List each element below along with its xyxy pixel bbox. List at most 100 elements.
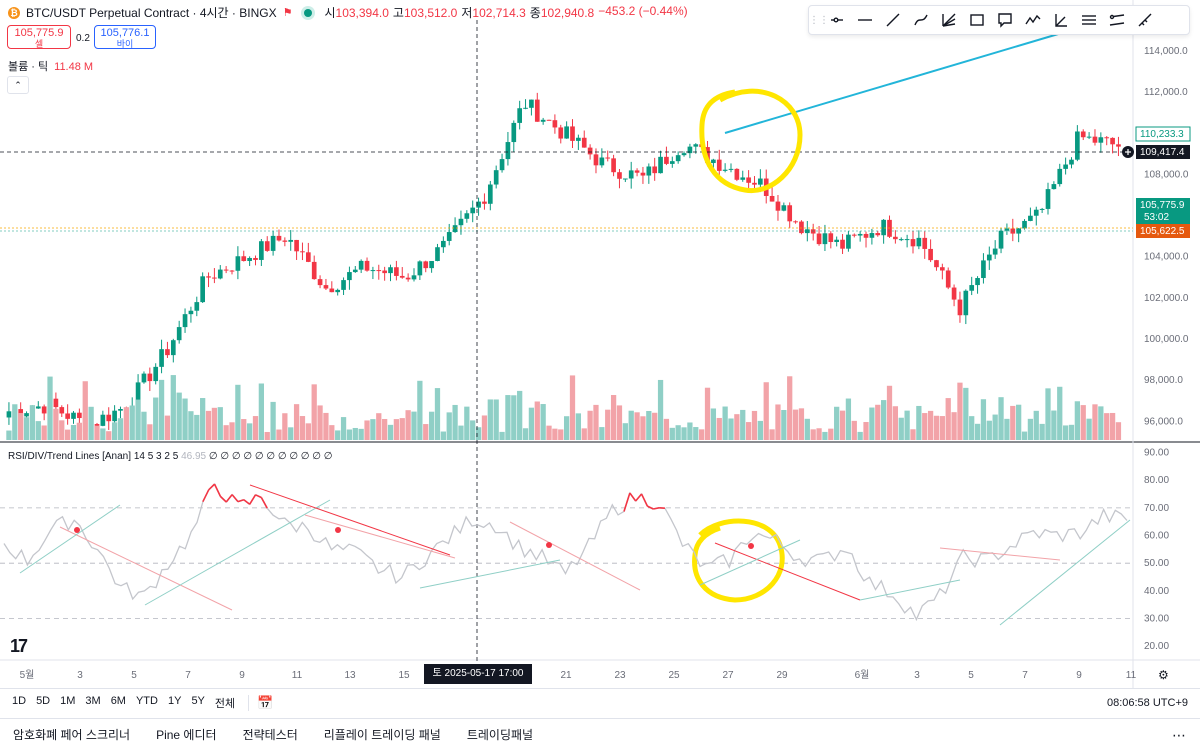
candle-body xyxy=(840,240,845,249)
time-tick: 25 xyxy=(668,670,680,681)
horizontal-line-icon[interactable] xyxy=(852,7,878,33)
ohlc-value: 103,394.0 xyxy=(336,6,389,20)
rsi-legend[interactable]: RSI/DIV/Trend Lines [Anan] 14 5 3 2 5 46… xyxy=(8,451,333,462)
candle-body xyxy=(482,202,487,204)
rsi-trend-line xyxy=(60,527,232,610)
parallel-channel-icon[interactable] xyxy=(1104,7,1130,33)
fib-fan-icon[interactable] xyxy=(936,7,962,33)
candle-body xyxy=(506,142,511,159)
range-5D[interactable]: 5D xyxy=(31,695,55,711)
candle-body xyxy=(893,237,898,239)
volume-bar xyxy=(47,377,52,440)
collapse-legend-button[interactable]: ⌃ xyxy=(7,76,29,94)
candle-body xyxy=(511,123,516,142)
volume-bar xyxy=(746,422,751,440)
volume-bar xyxy=(881,400,886,440)
volume-bar xyxy=(1063,425,1068,440)
candle-body xyxy=(253,258,258,260)
drag-handle-icon[interactable]: ⋮⋮ xyxy=(809,15,823,26)
candle-body xyxy=(335,290,340,292)
candle-body xyxy=(412,275,417,279)
bottom-tab[interactable]: 트레이딩패널 xyxy=(454,726,546,743)
highlight-circle-rsi xyxy=(695,521,783,600)
settings-gear-icon[interactable]: ⚙ xyxy=(1158,668,1169,682)
volume-bar xyxy=(499,432,504,440)
volume-bar xyxy=(629,411,634,440)
time-tick: 3 xyxy=(77,670,83,681)
callout-icon[interactable] xyxy=(992,7,1018,33)
volume-bar xyxy=(922,413,927,440)
horizontal-ray-icon[interactable] xyxy=(824,7,850,33)
volume-bar xyxy=(382,419,387,440)
date-range-icon[interactable]: 📅 xyxy=(248,695,273,711)
volume-bar xyxy=(529,408,534,440)
sell-button[interactable]: 105,775.9 셀 xyxy=(7,25,71,49)
candle-body xyxy=(623,179,628,180)
range-3M[interactable]: 3M xyxy=(80,695,105,711)
volume-bar xyxy=(887,386,892,440)
candle-body xyxy=(881,220,886,235)
candle-body xyxy=(605,158,610,159)
volume-bar xyxy=(1081,405,1086,440)
candle-body xyxy=(371,270,376,271)
volume-bar xyxy=(987,421,992,440)
flag-icon[interactable]: ⚑ xyxy=(283,6,293,19)
volume-bar xyxy=(582,428,587,440)
brush-icon[interactable] xyxy=(908,7,934,33)
volume-bar xyxy=(764,382,769,440)
range-YTD[interactable]: YTD xyxy=(131,695,163,711)
long-position-icon[interactable] xyxy=(1076,7,1102,33)
volume-bar xyxy=(200,398,205,440)
volume-bar xyxy=(934,416,939,440)
candle-body xyxy=(318,279,323,285)
ohlc-key: 고 xyxy=(393,6,404,20)
bottom-tab[interactable]: 암호화폐 페어 스크리너 xyxy=(0,726,143,743)
candle-body xyxy=(864,234,869,238)
candle-body xyxy=(247,258,252,261)
clock[interactable]: 08:06:58 UTC+9 xyxy=(1107,697,1188,709)
time-tick: 13 xyxy=(344,670,356,681)
candle-body xyxy=(1104,137,1109,138)
rsi-tick: 80.00 xyxy=(1144,475,1169,486)
rsi-overbought-segment xyxy=(261,497,267,508)
bottom-tab[interactable]: 전략테스터 xyxy=(230,726,311,743)
range-1M[interactable]: 1M xyxy=(55,695,80,711)
bottom-tab[interactable]: 리플레이 트레이딩 패널 xyxy=(311,726,454,743)
rectangle-icon[interactable] xyxy=(964,7,990,33)
volume-bar xyxy=(975,424,980,440)
range-6M[interactable]: 6M xyxy=(106,695,131,711)
angle-icon[interactable] xyxy=(1048,7,1074,33)
buy-button[interactable]: 105,776.1 바이 xyxy=(94,25,156,49)
path-icon[interactable] xyxy=(1020,7,1046,33)
symbol-title[interactable]: BTC/USDT Perpetual Contract · 4시간 · BING… xyxy=(26,4,277,21)
range-1Y[interactable]: 1Y xyxy=(163,695,186,711)
candle-body xyxy=(435,247,440,261)
volume-bar xyxy=(1098,406,1103,440)
tradingview-logo[interactable]: 17 xyxy=(10,636,26,657)
ohlc-key: 종 xyxy=(530,6,541,20)
time-tick: 9 xyxy=(1076,670,1082,681)
candle-body xyxy=(535,100,540,122)
ruler-icon[interactable] xyxy=(1132,7,1158,33)
time-tick: 11 xyxy=(1126,670,1137,681)
volume-bar xyxy=(112,422,117,440)
more-options-icon[interactable]: ⋯ xyxy=(1172,727,1186,744)
price-chart[interactable]: 114,000.0112,000.0108,000.0104,000.0102,… xyxy=(0,0,1200,688)
candle-body xyxy=(658,157,663,173)
volume-bar xyxy=(353,428,358,440)
volume-bar xyxy=(687,422,692,440)
range-전체[interactable]: 전체 xyxy=(210,695,240,711)
volume-bar xyxy=(676,425,681,440)
volume-bar xyxy=(1045,388,1050,440)
volume-bar xyxy=(928,411,933,440)
candle-body xyxy=(341,280,346,290)
candle-body xyxy=(77,413,82,418)
range-5Y[interactable]: 5Y xyxy=(186,695,209,711)
trend-line-icon[interactable] xyxy=(880,7,906,33)
range-1D[interactable]: 1D xyxy=(7,695,31,711)
volume-bar xyxy=(452,405,457,440)
volume-bar xyxy=(30,405,35,440)
bottom-tab[interactable]: Pine 에디터 xyxy=(143,726,229,743)
rsi-tick: 60.00 xyxy=(1144,531,1169,542)
